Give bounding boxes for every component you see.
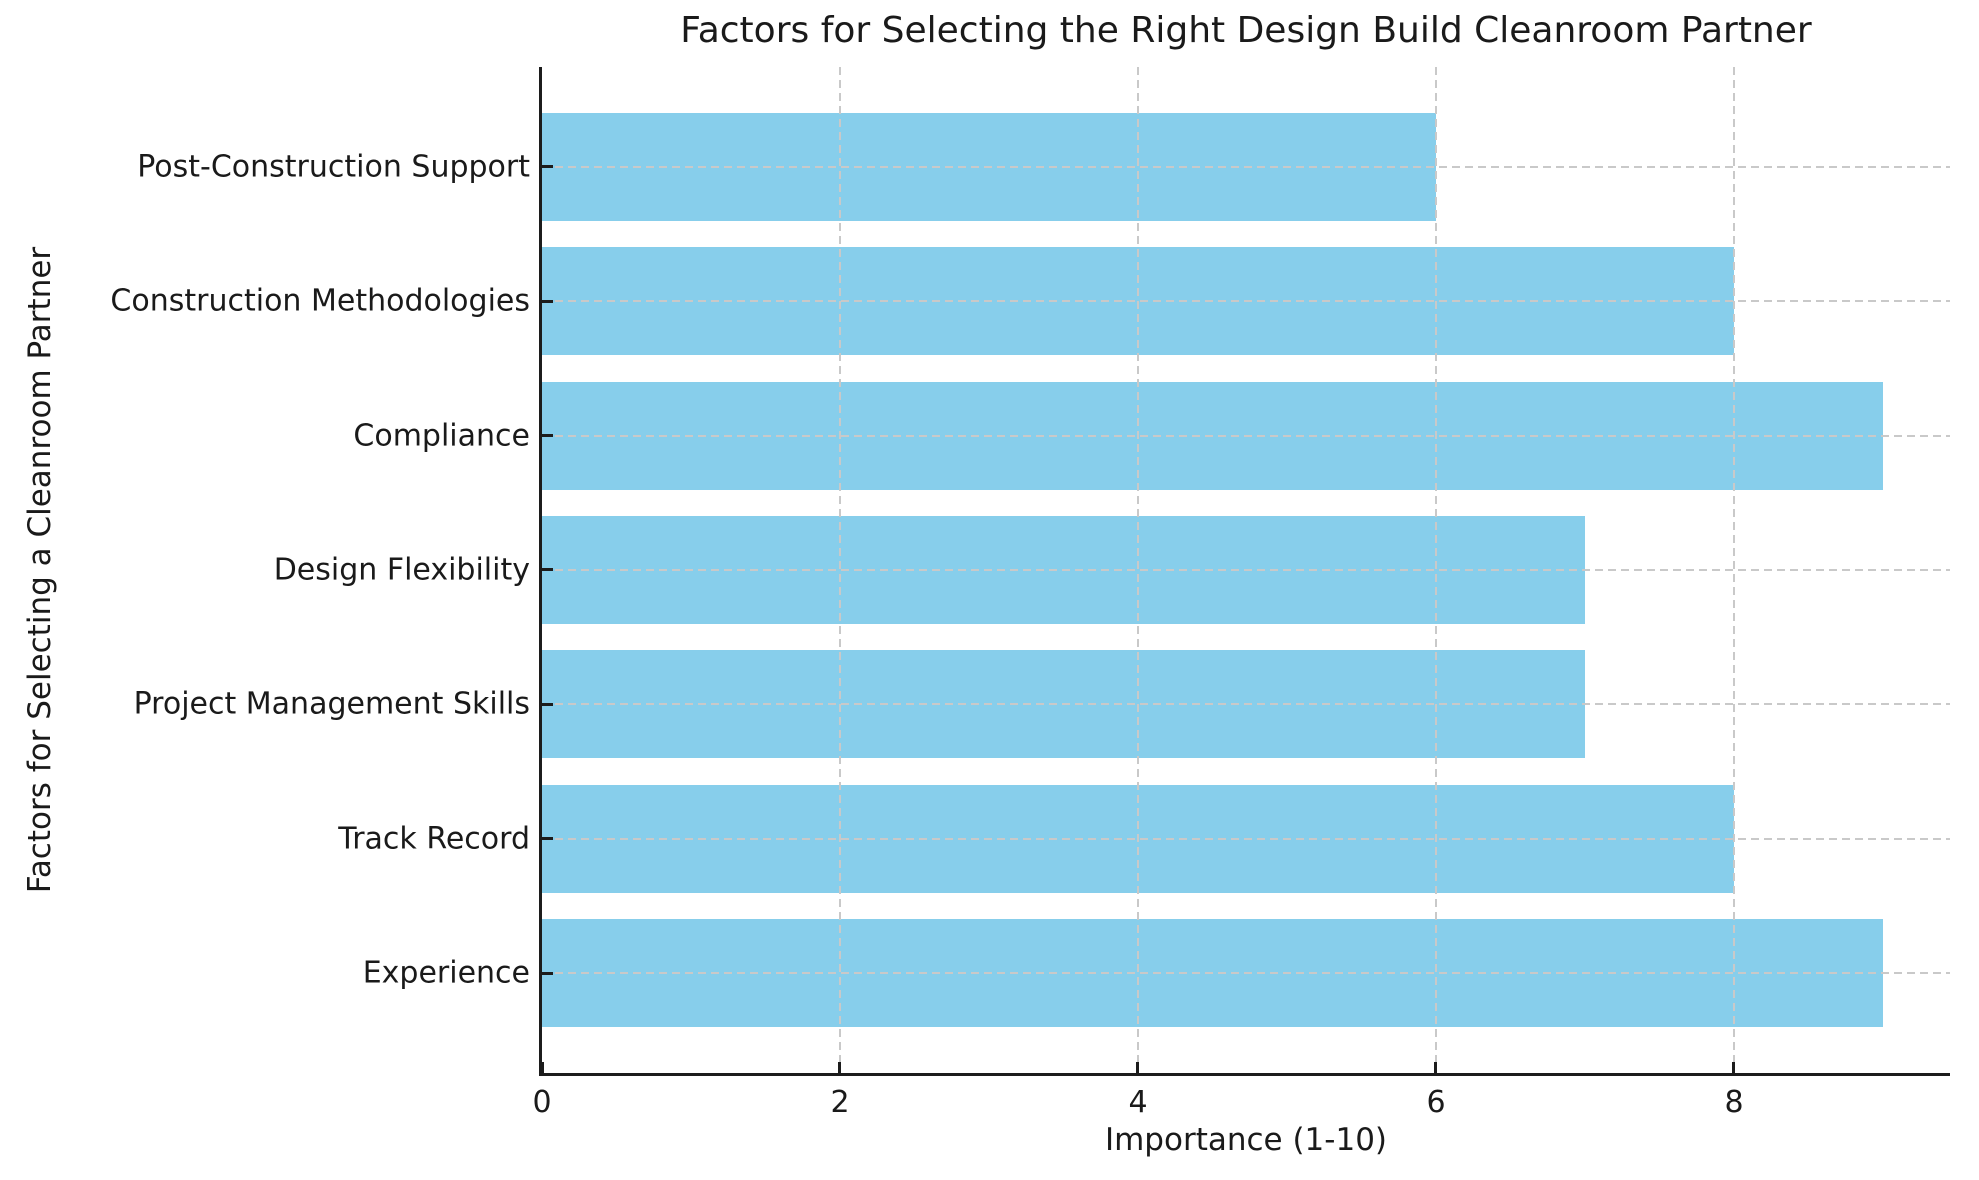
y-tick-post-construction-support [542, 165, 553, 168]
x-axis-spine [539, 1073, 1950, 1076]
category-label-design-flexibility: Design Flexibility [273, 552, 530, 588]
x-tick-label-4: 4 [1128, 1085, 1148, 1120]
plot-area [539, 67, 1950, 1076]
y-tick-design-flexibility [542, 568, 553, 571]
x-tick-6 [1434, 1062, 1438, 1073]
category-label-construction-methodologies: Construction Methodologies [110, 283, 530, 319]
y-tick-experience [542, 972, 553, 975]
category-label-track-record: Track Record [338, 821, 530, 857]
x-axis-label: Importance (1-10) [1104, 1122, 1388, 1158]
y-tick-project-management-skills [542, 703, 553, 706]
gridline-y-design-flexibility [542, 569, 1950, 571]
category-label-compliance: Compliance [353, 418, 530, 454]
x-tick-label-8: 8 [1724, 1085, 1744, 1120]
chart-title: Factors for Selecting the Right Design B… [680, 10, 1812, 51]
gridline-y-construction-methodologies [542, 300, 1950, 302]
category-label-post-construction-support: Post-Construction Support [137, 149, 530, 185]
gridline-y-experience [542, 972, 1950, 974]
x-tick-8 [1732, 1062, 1736, 1073]
category-label-experience: Experience [362, 955, 530, 991]
y-tick-compliance [542, 434, 553, 437]
x-tick-2 [838, 1062, 842, 1073]
x-tick-4 [1136, 1062, 1140, 1073]
y-tick-construction-methodologies [542, 300, 553, 303]
y-axis-spine [539, 67, 542, 1076]
category-label-project-management-skills: Project Management Skills [133, 686, 530, 722]
x-tick-label-6: 6 [1426, 1085, 1446, 1120]
x-tick-label-0: 0 [532, 1085, 552, 1120]
x-tick-0 [540, 1062, 544, 1073]
gridline-y-post-construction-support [542, 166, 1950, 168]
gridline-y-project-management-skills [542, 703, 1950, 705]
y-tick-track-record [542, 837, 553, 840]
x-tick-label-2: 2 [830, 1085, 850, 1120]
gridline-y-track-record [542, 838, 1950, 840]
gridline-y-compliance [542, 435, 1950, 437]
